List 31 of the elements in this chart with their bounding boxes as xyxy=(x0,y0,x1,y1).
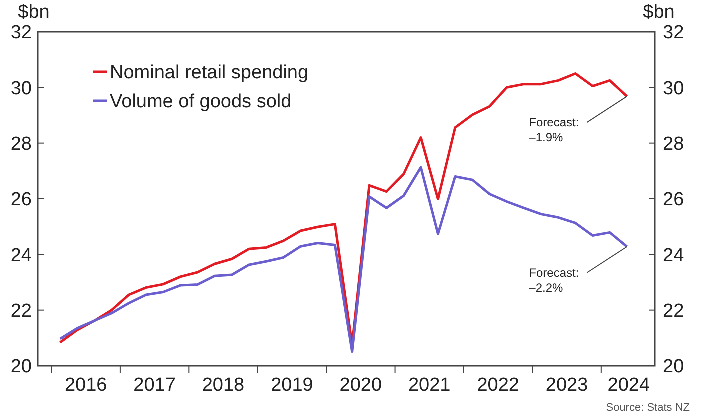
y-tick-label: 22 xyxy=(10,300,32,322)
y-axis-title: $bn xyxy=(18,2,50,23)
y2-tick-label: 22 xyxy=(663,300,684,322)
y2-tick-label: 20 xyxy=(663,356,684,378)
x-tick-label: 2022 xyxy=(477,375,520,396)
y-tick-label: 30 xyxy=(10,78,32,100)
annotation: Forecast: –2.2% xyxy=(529,266,580,295)
x-tick-label: 2016 xyxy=(64,375,108,396)
y2-tick-label: 28 xyxy=(663,134,684,155)
y-tick-label: 32 xyxy=(10,22,32,44)
y2-tick-label: 30 xyxy=(663,78,684,100)
y-tick-label: 24 xyxy=(10,245,32,266)
y2-axis-title: $bn xyxy=(643,2,675,23)
y2-tick-label: 26 xyxy=(663,190,684,211)
y2-tick-label: 24 xyxy=(663,245,685,266)
source-note: Source: Stats NZ xyxy=(606,402,690,414)
y-tick-label: 20 xyxy=(10,356,32,378)
x-tick-label: 2020 xyxy=(340,375,382,396)
x-tick-label: 2024 xyxy=(608,375,650,396)
y-tick-label: 26 xyxy=(10,190,32,211)
y-tick-label: 28 xyxy=(10,134,32,155)
line-series xyxy=(59,166,628,354)
x-tick-label: 2017 xyxy=(134,375,176,396)
annotation: Forecast: –1.9% xyxy=(529,116,580,145)
x-tick-label: 2023 xyxy=(546,375,588,396)
x-tick-label: 2018 xyxy=(202,375,245,396)
legend-label: Nominal retail spending xyxy=(110,62,309,84)
legend-label: Volume of goods sold xyxy=(110,92,292,113)
x-tick-label: 2019 xyxy=(271,375,314,396)
y2-tick-label: 32 xyxy=(663,22,684,44)
x-tick-label: 2021 xyxy=(408,375,451,396)
